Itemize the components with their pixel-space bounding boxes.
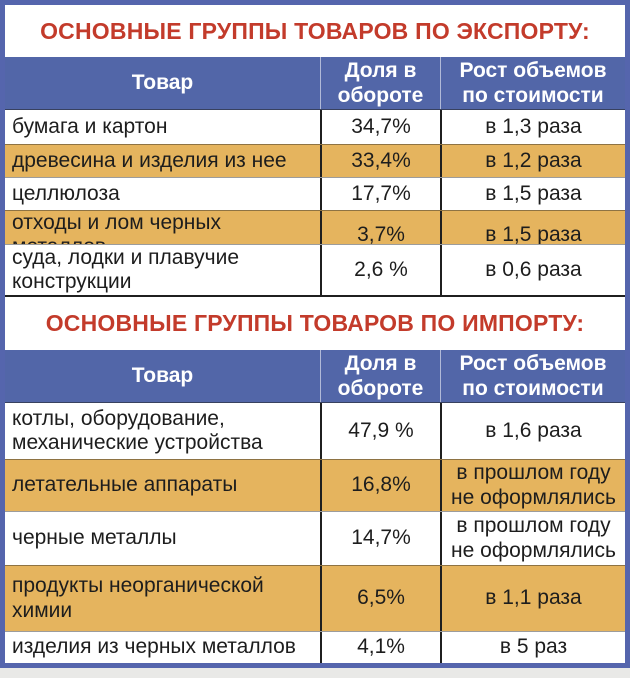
- product-cell: изделия из черных металлов: [12, 635, 296, 659]
- share-cell: 14,7%: [320, 512, 440, 565]
- column-header-share: Доля в обороте: [320, 350, 440, 402]
- table-row: целлюлоза 17,7% в 1,5 раза: [5, 177, 625, 210]
- growth-cell: в 0,6 раза: [440, 245, 625, 295]
- product-cell: продукты неорганической химии: [12, 574, 264, 622]
- product-cell: бумага и картон: [12, 114, 168, 138]
- growth-cell: в 1,1 раза: [440, 566, 625, 631]
- product-cell: летательные аппараты: [12, 473, 238, 497]
- table-row: отходы и лом черных металлов 3,7% в 1,5 …: [5, 210, 625, 260]
- export-table-header: Товар Доля в обороте Рост объемов по сто…: [5, 57, 625, 110]
- column-header-product: Товар: [131, 71, 194, 95]
- share-cell: 47,9 %: [320, 403, 440, 459]
- import-table-header: Товар Доля в обороте Рост объемов по сто…: [5, 350, 625, 403]
- import-title: ОСНОВНЫЕ ГРУППЫ ТОВАРОВ ПО ИМПОРТУ:: [5, 297, 625, 350]
- table-row: продукты неорганической химии 6,5% в 1,1…: [5, 565, 625, 631]
- share-cell: 17,7%: [320, 178, 440, 210]
- product-cell: котлы, оборудование, механические устрой…: [12, 406, 263, 454]
- growth-cell: в 1,2 раза: [440, 145, 625, 177]
- share-cell: 3,7%: [320, 211, 440, 260]
- share-cell: 6,5%: [320, 566, 440, 631]
- growth-cell: в 1,5 раза: [440, 211, 625, 260]
- export-title: ОСНОВНЫЕ ГРУППЫ ТОВАРОВ ПО ЭКСПОРТУ:: [5, 5, 625, 57]
- product-cell: древесина и изделия из нее: [12, 148, 287, 172]
- product-cell: черные металлы: [12, 526, 177, 550]
- table-row: суда, лодки и плавучие конструкции 2,6 %…: [5, 244, 625, 297]
- table-row: летательные аппараты 16,8% в прошлом год…: [5, 459, 625, 511]
- growth-cell: в 5 раз: [440, 632, 625, 663]
- growth-cell: в 1,5 раза: [440, 178, 625, 210]
- share-cell: 4,1%: [320, 632, 440, 663]
- table-row: изделия из черных металлов 4,1% в 5 раз: [5, 631, 625, 663]
- growth-cell: в 1,3 раза: [440, 110, 625, 144]
- growth-cell: в прошлом году не оформлялись: [440, 512, 625, 565]
- share-cell: 16,8%: [320, 460, 440, 511]
- product-cell: целлюлоза: [12, 181, 120, 205]
- column-header-growth: Рост объемов по стоимости: [440, 57, 625, 109]
- table-row: древесина и изделия из нее 33,4% в 1,2 р…: [5, 144, 625, 177]
- table-row: черные металлы 14,7% в прошлом году не о…: [5, 511, 625, 565]
- table-row: котлы, оборудование, механические устрой…: [5, 403, 625, 459]
- share-cell: 33,4%: [320, 145, 440, 177]
- product-cell: суда, лодки и плавучие конструкции: [12, 245, 240, 293]
- share-cell: 2,6 %: [320, 245, 440, 295]
- growth-cell: в прошлом году не оформлялись: [440, 460, 625, 511]
- table-row: бумага и картон 34,7% в 1,3 раза: [5, 110, 625, 144]
- column-header-share: Доля в обороте: [320, 57, 440, 109]
- column-header-product: Товар: [131, 364, 194, 388]
- share-cell: 34,7%: [320, 110, 440, 144]
- column-header-growth: Рост объемов по стоимости: [440, 350, 625, 402]
- growth-cell: в 1,6 раза: [440, 403, 625, 459]
